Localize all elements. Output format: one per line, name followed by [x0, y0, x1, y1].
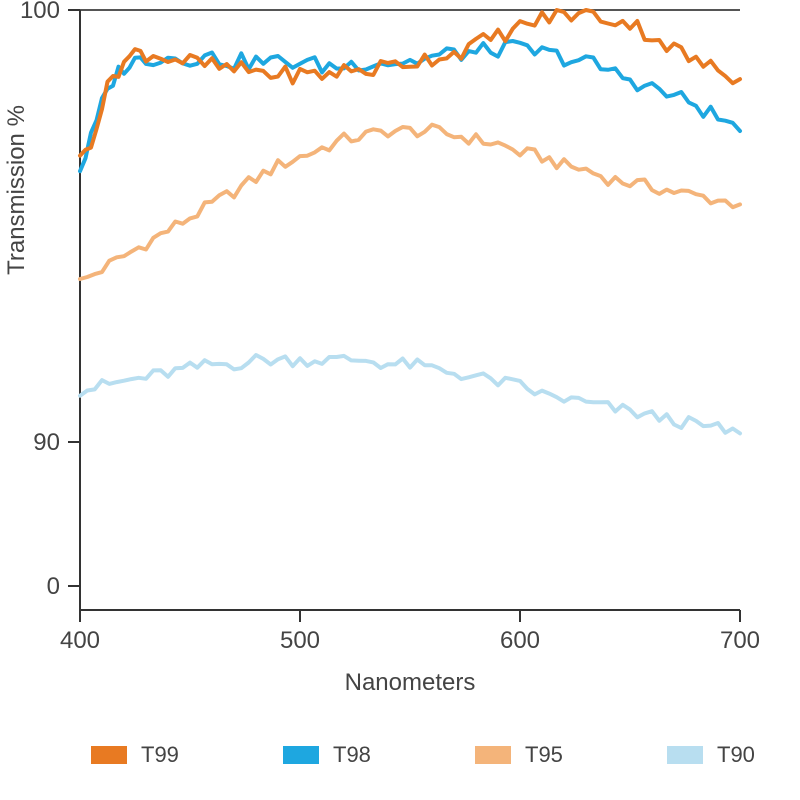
legend-swatch-t95 [475, 746, 511, 764]
y-tick-label: 100 [20, 0, 60, 24]
x-tick-label: 400 [60, 627, 100, 654]
x-axis-label: Nanometers [345, 669, 476, 696]
legend-label-t90: T90 [717, 742, 755, 767]
x-tick-label: 600 [500, 627, 540, 654]
x-tick-label: 500 [280, 627, 320, 654]
transmission-chart: 400 500 600 700 Nanometers 0 90 100 Transmission… [0, 0, 800, 800]
legend-label-t99: T99 [141, 742, 179, 767]
x-tick-label: 700 [720, 627, 760, 654]
y-tick-label: 0 [47, 573, 60, 600]
legend-swatch-t98 [283, 746, 319, 764]
legend-label-t95: T95 [525, 742, 563, 767]
legend-swatch-t99 [91, 746, 127, 764]
y-tick-label: 90 [33, 429, 60, 456]
legend-label-t98: T98 [333, 742, 371, 767]
y-axis-label: Transmission % [3, 105, 30, 275]
legend-swatch-t90 [667, 746, 703, 764]
chart-svg: 400 500 600 700 Nanometers 0 90 100 Transmission… [0, 0, 800, 800]
